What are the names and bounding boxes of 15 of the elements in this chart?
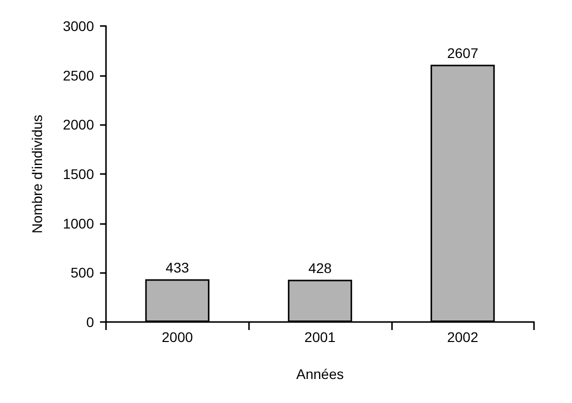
data-label: 428 (308, 260, 332, 276)
y-tick-label: 2500 (62, 67, 94, 84)
data-label: 2607 (447, 44, 478, 61)
x-tick-label: 2000 (162, 329, 194, 345)
y-tick-label: 0 (86, 314, 94, 330)
x-tick-label: 2001 (304, 329, 336, 345)
y-axis-title: Nombre d'individus (29, 114, 45, 234)
y-tick-label: 500 (70, 264, 94, 281)
x-tick-label: 2002 (447, 329, 478, 345)
y-tick-label: 3000 (62, 18, 94, 34)
y-tick-label: 1000 (62, 215, 94, 232)
x-axis-title: Années (296, 366, 344, 382)
y-tick-label: 1500 (62, 166, 94, 182)
data-label: 433 (166, 259, 190, 276)
y-tick-label: 2000 (62, 116, 94, 133)
